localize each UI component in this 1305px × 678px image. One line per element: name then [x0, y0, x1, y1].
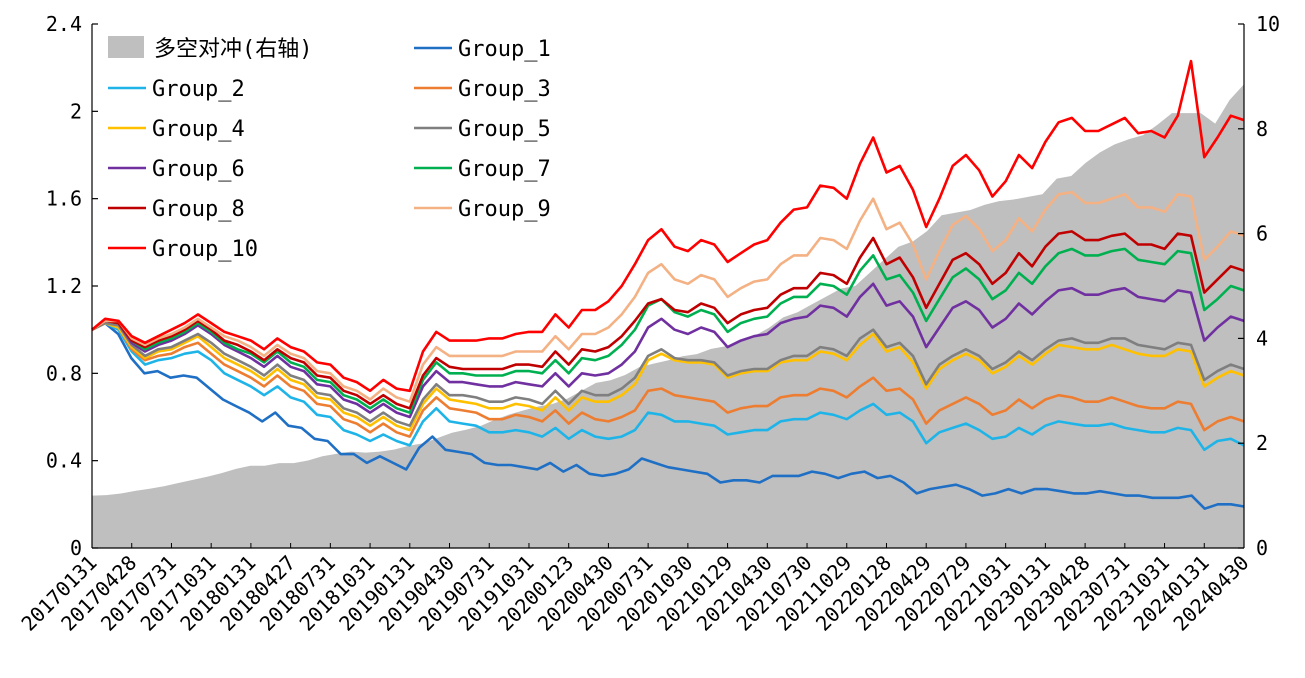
legend-label-area: 多空对冲(右轴) — [154, 37, 313, 62]
y-tick-label: 0.4 — [46, 449, 82, 473]
series-line-group-5 — [91, 321, 1245, 428]
legend-label-group-3: Group_3 — [458, 77, 551, 102]
y-tick-label: 2 — [70, 99, 82, 123]
y-tick-label: 0 — [70, 536, 82, 560]
series-line-group-10 — [91, 59, 1245, 393]
y-tick-label: 1.6 — [46, 187, 82, 211]
legend-label-group-2: Group_2 — [152, 77, 245, 102]
legend-label-group-6: Group_6 — [152, 157, 245, 182]
y2-tick-label: 2 — [1256, 431, 1268, 455]
area-layer — [92, 84, 1244, 549]
legend: 多空对冲(右轴) Group_1 Group_2 Group_3 Group_4 Grou… — [108, 36, 551, 262]
series-line-group-3 — [91, 321, 1245, 438]
y-tick-label: 0.8 — [46, 361, 82, 385]
y2-tick-label: 8 — [1256, 117, 1268, 141]
legend-label-group-1: Group_1 — [458, 37, 551, 62]
legend-label-group-5: Group_5 — [458, 117, 551, 142]
legend-label-group-7: Group_7 — [458, 157, 551, 182]
series-line-group-1 — [91, 321, 1245, 511]
y2-tick-label: 10 — [1256, 12, 1280, 36]
y2-tick-label: 4 — [1256, 326, 1268, 350]
series-line-group-8 — [91, 230, 1245, 410]
lines-layer — [91, 59, 1245, 511]
area-long-short — [92, 84, 1244, 549]
legend-label-group-10: Group_10 — [152, 237, 258, 262]
legend-label-group-8: Group_8 — [152, 197, 245, 222]
series-line-group-9 — [91, 190, 1245, 404]
series-line-group-6 — [91, 282, 1245, 419]
y2-tick-label: 0 — [1256, 536, 1268, 560]
legend-label-group-9: Group_9 — [458, 197, 551, 222]
legend-label-group-4: Group_4 — [152, 117, 245, 142]
series-line-group-2 — [91, 321, 1245, 452]
y2-tick-label: 6 — [1256, 222, 1268, 246]
y-tick-label: 1.2 — [46, 274, 82, 298]
y-tick-label: 2.4 — [46, 12, 82, 36]
legend-swatch-area — [108, 36, 144, 58]
series-line-group-4 — [91, 321, 1245, 432]
